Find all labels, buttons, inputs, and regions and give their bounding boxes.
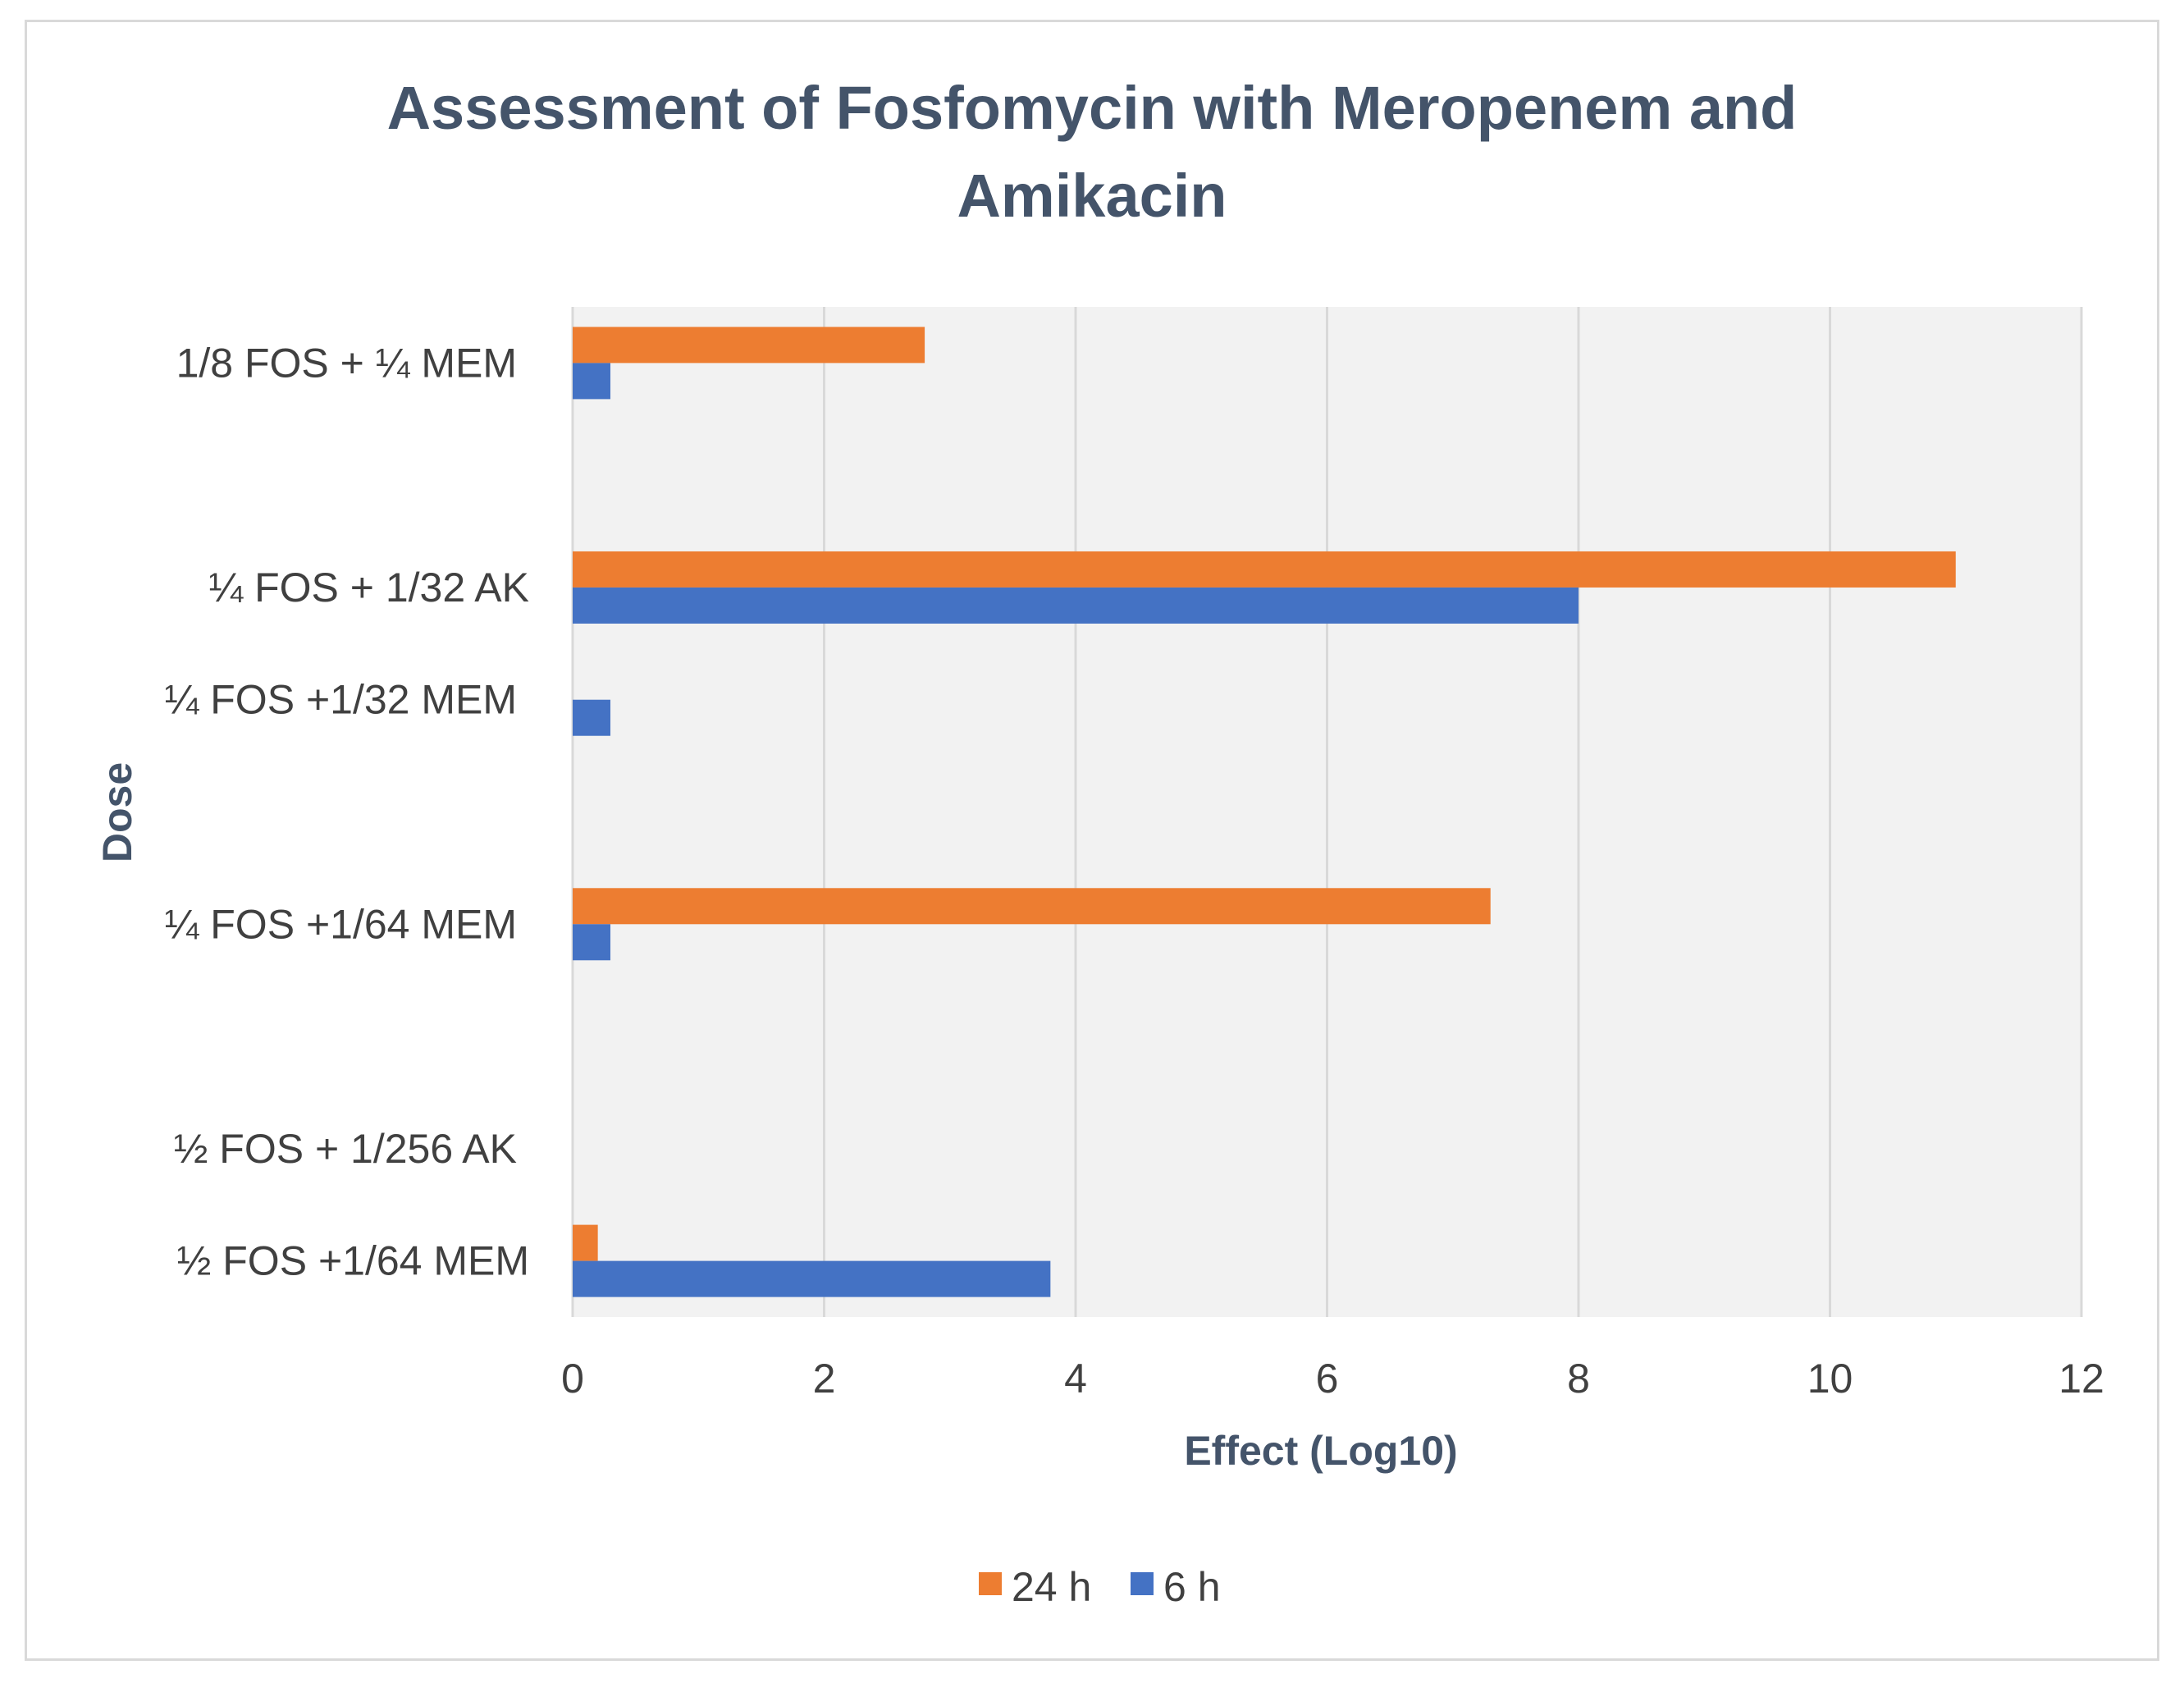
- bars: [573, 327, 1956, 1297]
- bar-6h: [573, 1260, 1051, 1297]
- y-category-label: ¼ FOS +1/64 MEM: [165, 901, 517, 947]
- gridlines: [571, 307, 2083, 1317]
- y-category-label: ¼ FOS + 1/32 AK: [208, 565, 529, 611]
- bar-6h: [573, 587, 1579, 624]
- x-tick-label: 0: [561, 1356, 584, 1402]
- y-category-label: ¼ FOS +1/32 MEM: [165, 677, 517, 723]
- y-category-label: ½ FOS +1/64 MEM: [177, 1238, 529, 1284]
- x-axis-ticks: 0 2 4 6 8 10 12: [561, 1356, 2104, 1402]
- x-tick-label: 10: [1807, 1356, 1853, 1402]
- bar-24h: [573, 551, 1956, 588]
- x-tick-label: 8: [1567, 1356, 1590, 1402]
- bar-24h: [573, 327, 925, 364]
- x-tick-label: 2: [813, 1356, 836, 1402]
- bar-24h: [573, 888, 1491, 925]
- legend-swatch-6h: [1131, 1572, 1154, 1595]
- bar-6h: [573, 363, 610, 400]
- chart-title-line-1: Assessment of Fosfomycin with Meropenem …: [387, 74, 1798, 142]
- y-axis-title: Dose: [94, 762, 140, 862]
- legend-label-24h: 24 h: [1012, 1564, 1091, 1610]
- bar-24h: [573, 1224, 598, 1261]
- legend-label-6h: 6 h: [1163, 1564, 1221, 1610]
- bar-6h: [573, 699, 610, 736]
- legend: 24 h 6 h: [979, 1564, 1221, 1610]
- x-tick-label: 4: [1064, 1356, 1087, 1402]
- x-tick-label: 6: [1316, 1356, 1339, 1402]
- chart-title-line-2: Amikacin: [957, 162, 1227, 230]
- y-category-label: ½ FOS + 1/256 AK: [174, 1126, 517, 1172]
- y-axis-categories: 1/8 FOS + ¼ MEM ¼ FOS + 1/32 AK ¼ FOS +1/3…: [165, 340, 529, 1283]
- legend-swatch-24h: [979, 1572, 1002, 1595]
- x-axis-title: Effect (Log10): [1184, 1428, 1457, 1474]
- y-category-label: 1/8 FOS + ¼ MEM: [176, 340, 517, 386]
- bar-6h: [573, 924, 610, 961]
- x-tick-label: 12: [2058, 1356, 2104, 1402]
